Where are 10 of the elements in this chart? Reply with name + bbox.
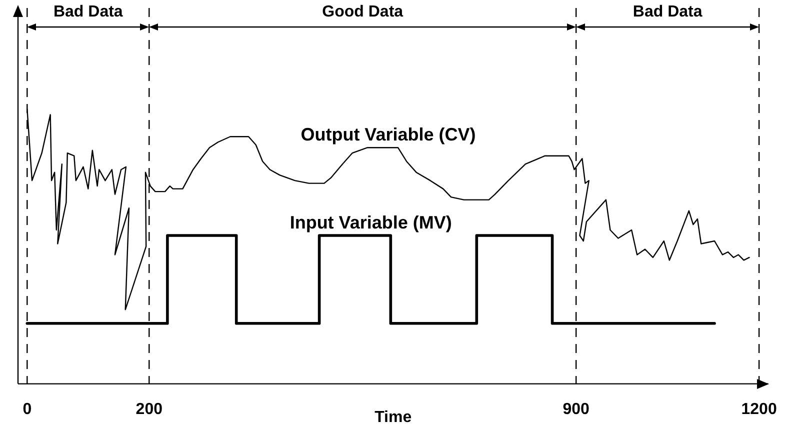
x-tick-label: 900 bbox=[562, 400, 590, 418]
text: Bad Data bbox=[53, 3, 123, 20]
series-label: Output Variable (CV) bbox=[300, 124, 476, 145]
x-tick-label: 200 bbox=[136, 400, 163, 418]
x-axis-title: Time bbox=[374, 409, 412, 426]
x-tick-label: 1200 bbox=[741, 400, 777, 418]
series-label: Input Variable (MV) bbox=[290, 212, 452, 232]
x-tick-label: 0 bbox=[22, 400, 32, 418]
text: Good Data bbox=[322, 3, 404, 20]
text: Bad Data bbox=[632, 3, 702, 20]
